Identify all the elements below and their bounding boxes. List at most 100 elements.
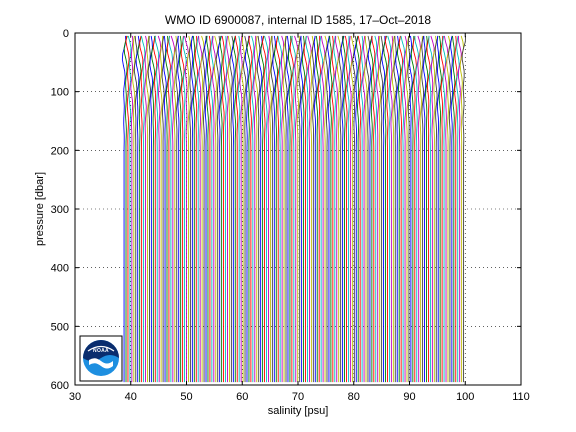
profile-line <box>168 35 174 383</box>
profile-line <box>395 35 399 383</box>
profile-line <box>289 35 294 383</box>
profile-line <box>421 35 425 383</box>
profile-line <box>204 35 208 383</box>
profile-line <box>313 35 317 383</box>
noaa-logo: NOAA <box>79 335 123 382</box>
profile-line <box>430 35 435 383</box>
profile-line <box>208 35 212 383</box>
profile-line <box>151 35 156 383</box>
profile-line <box>223 35 228 383</box>
profile-line <box>334 35 339 383</box>
profile-line <box>307 35 312 383</box>
x-tick-label: 100 <box>456 391 474 403</box>
profile-line <box>179 35 183 383</box>
profile-line <box>258 35 263 383</box>
profile-line <box>390 35 394 383</box>
y-axis-ticks: 0 100 200 300 400 500 600 <box>51 28 521 392</box>
profile-line <box>294 35 298 383</box>
profile-line <box>221 35 225 383</box>
profile-line <box>173 35 178 383</box>
profile-line <box>260 35 265 383</box>
profile-line <box>438 35 442 383</box>
profile-line <box>379 35 384 383</box>
profile-line <box>396 35 402 383</box>
profile-line <box>365 35 370 383</box>
profile-line <box>452 35 456 383</box>
profile-line <box>246 35 251 383</box>
profile-line <box>409 35 413 383</box>
profile-line <box>320 35 326 383</box>
x-tick-label: 30 <box>69 391 81 403</box>
profile-line <box>154 35 160 383</box>
profile-line <box>369 35 374 383</box>
profile-line <box>267 35 271 383</box>
profile-line <box>244 35 250 383</box>
profile-line <box>442 35 447 383</box>
y-tick-label: 100 <box>51 87 69 99</box>
profile-line <box>319 35 324 383</box>
profile-line <box>362 35 366 383</box>
profile-line <box>305 35 310 383</box>
x-tick-label: 70 <box>292 391 304 403</box>
profile-line <box>282 35 287 383</box>
profile-line <box>377 35 382 383</box>
profile-line <box>323 35 328 383</box>
profile-line <box>333 35 337 383</box>
profile-line <box>242 35 248 383</box>
profile-line <box>262 35 267 383</box>
profile-line <box>166 35 171 383</box>
profile-line <box>175 35 179 383</box>
x-axis-label: salinity [psu] <box>268 405 329 417</box>
profile-line <box>352 35 357 383</box>
profile-line <box>317 35 322 383</box>
y-tick-label: 0 <box>63 28 69 40</box>
y-tick-label: 200 <box>51 145 69 157</box>
profile-line <box>196 35 201 383</box>
profile-line <box>417 35 421 383</box>
profile-line <box>215 35 221 383</box>
profile-line <box>256 35 261 383</box>
profile-line <box>231 35 236 383</box>
profile-line <box>161 35 165 383</box>
profile-line <box>298 35 302 383</box>
profile-line <box>192 35 196 383</box>
y-tick-label: 500 <box>51 321 69 333</box>
profile-line <box>391 35 395 383</box>
profile-line <box>383 35 388 383</box>
profile-line <box>214 35 218 383</box>
profile-line <box>135 35 140 383</box>
profile-line <box>338 35 344 383</box>
profile-line <box>277 35 283 383</box>
y-tick-label: 400 <box>51 263 69 275</box>
profile-line <box>398 35 403 383</box>
profile-line <box>159 35 164 383</box>
profile-line <box>296 35 300 383</box>
profile-line <box>309 35 314 383</box>
x-tick-label: 50 <box>180 391 192 403</box>
profile-line <box>144 35 148 383</box>
profile-line <box>303 35 308 383</box>
profile-line <box>187 35 191 383</box>
profile-line <box>423 35 427 383</box>
profile-line <box>346 35 351 383</box>
profile-line <box>405 35 410 383</box>
profile-line <box>432 35 437 383</box>
profile-line <box>281 35 285 383</box>
profile-line <box>200 35 205 383</box>
profile-line <box>121 35 127 383</box>
profile-line <box>412 35 417 383</box>
profile-line <box>180 35 185 383</box>
profile-line <box>419 35 423 383</box>
profile-line <box>400 35 406 383</box>
y-tick-label: 300 <box>51 204 69 216</box>
noaa-logo-text: NOAA <box>93 348 109 354</box>
chart-title: WMO ID 6900087, internal ID 1585, 17–Oct… <box>165 13 431 27</box>
profile-line <box>443 35 449 383</box>
profile-line <box>440 35 445 383</box>
profile-line <box>198 35 203 383</box>
profile-line <box>459 35 464 383</box>
profile-line <box>325 35 330 383</box>
profile-line <box>291 35 296 383</box>
profile-line <box>210 35 214 383</box>
x-tick-label: 40 <box>125 391 137 403</box>
